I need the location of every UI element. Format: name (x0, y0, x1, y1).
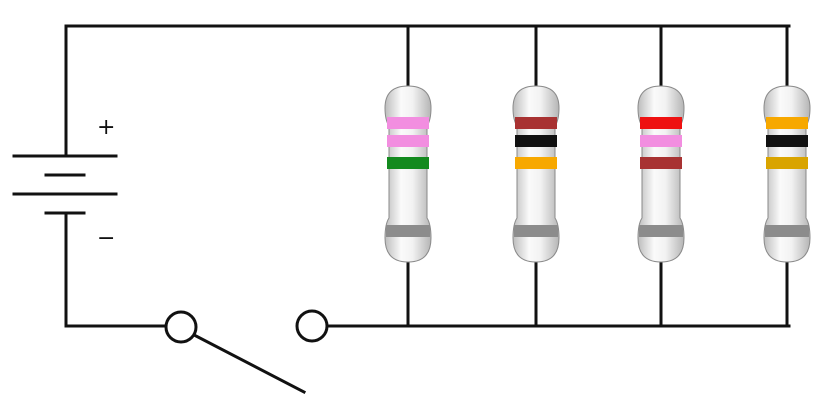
resistor-body (637, 85, 685, 263)
resistor-band-1 (766, 117, 808, 129)
resistor-body (512, 85, 560, 263)
wires (64, 24, 791, 328)
resistor-band-3 (640, 157, 682, 169)
battery-minus-label: − (97, 226, 115, 251)
resistor-band-2 (640, 135, 682, 147)
resistor-band-2 (515, 135, 557, 147)
resistor-band-3 (387, 157, 429, 169)
resistor-tolerance-band (386, 225, 430, 237)
switch-terminal-right (295, 309, 329, 343)
resistor-band-3 (515, 157, 557, 169)
left-wire-lower (64, 213, 170, 328)
switch[interactable] (164, 309, 329, 395)
resistor-3 (637, 26, 685, 326)
battery-plus-label: + (97, 115, 115, 140)
resistor-4 (763, 26, 811, 326)
resistor-1 (384, 26, 432, 326)
resistor-body (763, 85, 811, 263)
resistor-band-1 (640, 117, 682, 129)
resistor-band-3 (766, 157, 808, 169)
resistor-band-2 (766, 135, 808, 147)
resistor-band-2 (387, 135, 429, 147)
resistor-tolerance-band (639, 225, 683, 237)
resistor-group (384, 26, 811, 326)
resistor-2 (512, 26, 560, 326)
switch-terminal-left (164, 310, 198, 344)
resistor-band-1 (515, 117, 557, 129)
resistor-tolerance-band (765, 225, 809, 237)
switch-lever (193, 333, 307, 395)
battery: + − (12, 115, 118, 251)
resistor-body (384, 85, 432, 263)
resistor-tolerance-band (514, 225, 558, 237)
resistor-band-1 (387, 117, 429, 129)
